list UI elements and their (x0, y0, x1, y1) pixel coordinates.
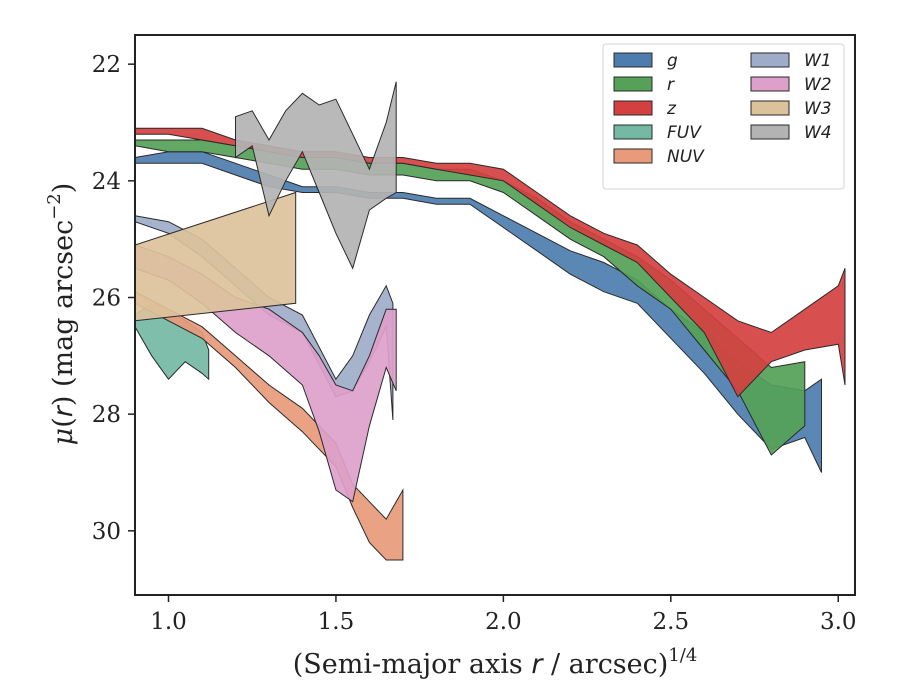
x-axis-label: (Semi-major axis r / arcsec)1/4 (293, 645, 698, 680)
x-tick-label: 1.5 (318, 609, 355, 635)
legend-label-z: z (666, 99, 677, 119)
legend-label-w3: W3 (804, 99, 832, 119)
series-bands (135, 81, 846, 561)
legend-label-nuv: NUV (667, 147, 705, 167)
y-tick-label: 22 (92, 52, 121, 78)
legend-swatch-g (613, 52, 653, 68)
legend-swatch-z (613, 100, 653, 116)
legend: grz FUV NUV W1 W2 W3 W4 (602, 43, 845, 190)
band-nuv (135, 291, 404, 561)
legend-label-w1: W1 (804, 51, 832, 71)
x-tick-label: 2.0 (485, 609, 522, 635)
x-axis-label-main: (Semi-major axis (293, 649, 532, 680)
legend-swatch-fuv (613, 124, 653, 140)
legend-label-w4: W4 (804, 123, 832, 143)
axis-ticks: 1.0 1.5 2.0 2.5 3.0 22 24 26 28 30 (92, 52, 857, 635)
x-tick-label: 1.0 (150, 609, 187, 635)
x-axis-label-variable: r (531, 649, 544, 680)
y-axis-label-rest: ) (mag arcsec (48, 220, 79, 406)
y-tick-label: 24 (92, 169, 121, 195)
y-axis-label-exponent: −2 (44, 193, 65, 220)
y-tick-label: 28 (92, 402, 121, 428)
legend-label-r: r (667, 75, 675, 95)
legend-label-g: g (667, 51, 678, 71)
y-axis-label-paren: ( (48, 417, 79, 428)
y-axis-label: μ(r) (mag arcsec−2) (44, 183, 79, 446)
y-tick-label: 30 (92, 519, 121, 545)
legend-swatch-w1 (750, 52, 790, 68)
legend-label-w2: W2 (804, 75, 832, 95)
plot-frame (134, 34, 856, 596)
band-w4 (235, 81, 397, 270)
x-axis-label-exponent: 1/4 (668, 645, 697, 666)
x-axis-label-rest: / arcsec) (542, 649, 668, 680)
legend-swatch-w2 (750, 76, 790, 92)
legend-swatch-r (613, 76, 653, 92)
y-axis-label-end: ) (48, 183, 79, 194)
y-tick-label: 26 (92, 286, 121, 312)
y-axis-label-mu: μ (48, 428, 79, 446)
legend-swatch-w3 (750, 100, 790, 116)
legend-swatch-w4 (750, 124, 790, 140)
x-tick-label: 3.0 (820, 609, 857, 635)
x-tick-label: 2.5 (653, 609, 690, 635)
band-w2 (135, 244, 397, 503)
y-axis-label-variable: r (48, 404, 79, 417)
band-w3 (135, 191, 297, 322)
legend-swatch-nuv (613, 148, 653, 164)
legend-label-fuv: FUV (667, 123, 702, 143)
